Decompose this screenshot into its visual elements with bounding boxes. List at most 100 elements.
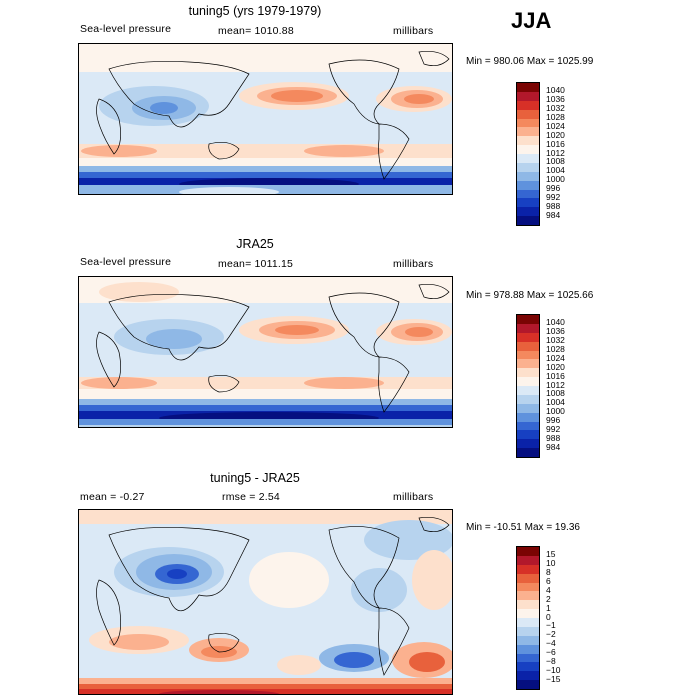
colorbar-swatch <box>517 547 539 556</box>
colorbar-label: 996 <box>546 183 561 193</box>
colorbar-label: 1036 <box>546 94 565 105</box>
colorbar-label: 1000 <box>546 406 565 417</box>
colorbar-swatch <box>517 564 539 574</box>
colorbar-swatch <box>517 582 539 592</box>
colorbar-swatch <box>517 332 539 342</box>
season-label: JJA <box>511 8 552 33</box>
panel-3-colorbar <box>516 546 540 690</box>
panel-1-map <box>78 43 453 195</box>
colorbar-label: 988 <box>546 432 561 443</box>
colorbar-label: 1008 <box>546 388 565 399</box>
colorbar-swatch <box>517 216 539 225</box>
colorbar-label: 992 <box>546 423 561 434</box>
colorbar-label: 10 <box>546 558 556 569</box>
colorbar-label: −1 <box>546 620 556 631</box>
colorbar-swatch <box>517 609 539 618</box>
colorbar-label: 1024 <box>546 352 565 363</box>
panel-2-units: millibars <box>393 258 434 270</box>
panel-3-map <box>78 509 453 695</box>
colorbar-label: 992 <box>546 191 561 202</box>
colorbar-swatch <box>517 180 539 190</box>
colorbar-label: 1012 <box>546 379 565 390</box>
colorbar-swatch <box>517 315 539 324</box>
colorbar-label: 0 <box>546 611 551 622</box>
colorbar-label: 6 <box>546 576 551 586</box>
colorbar-label: 4 <box>546 584 551 595</box>
panel-2-variable: Sea-level pressure <box>80 256 172 268</box>
colorbar-swatch <box>517 394 539 404</box>
colorbar-label: 1000 <box>546 174 565 185</box>
colorbar-label: 8 <box>546 567 551 578</box>
colorbar-label: −2 <box>546 629 556 640</box>
colorbar-label: 984 <box>546 441 561 452</box>
colorbar-swatch <box>517 359 539 369</box>
colorbar-swatch <box>517 573 539 583</box>
colorbar-swatch <box>517 671 539 681</box>
colorbar-swatch <box>517 680 539 689</box>
panel-3-minmax: Min = -10.51 Max = 19.36 <box>466 522 580 533</box>
colorbar-swatch <box>517 626 539 636</box>
colorbar-label: 984 <box>546 209 561 220</box>
panel-3-mean: mean = -0.27 <box>80 491 145 503</box>
colorbar-label: 1040 <box>546 317 565 328</box>
panel-1-mean: mean= 1010.88 <box>218 25 294 37</box>
colorbar-swatch <box>517 118 539 128</box>
colorbar-swatch <box>517 341 539 351</box>
colorbar-label: 1032 <box>546 335 565 346</box>
colorbar-swatch <box>517 91 539 101</box>
colorbar-label: 2 <box>546 593 551 604</box>
colorbar-label: 1004 <box>546 165 565 176</box>
colorbar-swatch <box>517 154 539 163</box>
colorbar-label: 1020 <box>546 129 565 140</box>
panel-3-map-graphic <box>79 510 452 694</box>
colorbar-swatch <box>517 377 539 386</box>
colorbar-swatch <box>517 412 539 422</box>
panel-1-colorbar <box>516 82 540 226</box>
panel-1-map-graphic <box>79 44 452 194</box>
colorbar-swatch <box>517 430 539 440</box>
colorbar-label: 1032 <box>546 103 565 114</box>
panel-3-units: millibars <box>393 491 434 503</box>
colorbar-label: 1016 <box>546 370 565 381</box>
colorbar-swatch <box>517 145 539 154</box>
colorbar-label: 1012 <box>546 147 565 158</box>
colorbar-label: −8 <box>546 655 556 666</box>
colorbar-swatch <box>517 350 539 360</box>
colorbar-label: 1008 <box>546 156 565 167</box>
colorbar-label: 1028 <box>546 112 565 122</box>
colorbar-swatch <box>517 662 539 672</box>
colorbar-swatch <box>517 368 539 378</box>
colorbar-swatch <box>517 591 539 601</box>
panel-2-map-graphic <box>79 277 452 427</box>
panel-2-colorbar <box>516 314 540 458</box>
colorbar-label: 1028 <box>546 344 565 354</box>
colorbar-label: 1020 <box>546 361 565 372</box>
colorbar-swatch <box>517 421 539 431</box>
panel-2-minmax: Min = 978.88 Max = 1025.66 <box>466 290 594 301</box>
colorbar-label: 1016 <box>546 138 565 149</box>
colorbar-swatch <box>517 162 539 172</box>
colorbar-label: −15 <box>546 673 561 684</box>
colorbar-swatch <box>517 83 539 92</box>
colorbar-swatch <box>517 439 539 449</box>
colorbar-swatch <box>517 618 539 627</box>
panel-1-units: millibars <box>393 25 434 37</box>
panel-2-title: JRA25 <box>236 237 274 251</box>
colorbar-swatch <box>517 189 539 199</box>
colorbar-label: −6 <box>546 647 556 657</box>
panel-3-title: tuning5 - JRA25 <box>210 471 300 485</box>
colorbar-swatch <box>517 171 539 181</box>
colorbar-swatch <box>517 635 539 645</box>
colorbar-swatch <box>517 600 539 610</box>
colorbar-swatch <box>517 198 539 208</box>
panel-2-map <box>78 276 453 428</box>
colorbar-swatch <box>517 653 539 663</box>
colorbar-label: 1 <box>546 602 551 613</box>
colorbar-label: 15 <box>546 549 556 560</box>
panel-1-minmax: Min = 980.06 Max = 1025.99 <box>466 56 594 67</box>
colorbar-swatch <box>517 127 539 137</box>
panel-1-variable: Sea-level pressure <box>80 23 172 35</box>
colorbar-swatch <box>517 644 539 654</box>
colorbar-label: 996 <box>546 415 561 425</box>
colorbar-swatch <box>517 207 539 217</box>
